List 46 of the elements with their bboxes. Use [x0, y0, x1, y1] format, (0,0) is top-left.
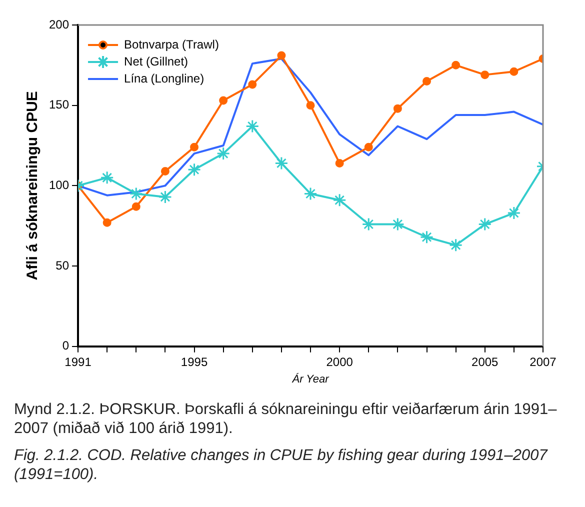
legend-label: Net (Gillnet): [124, 54, 188, 68]
point: [216, 146, 230, 160]
point: [362, 218, 376, 232]
point: [364, 142, 373, 152]
point: [420, 230, 434, 244]
point: [100, 170, 114, 184]
x-axis-title: Ár Year: [291, 372, 330, 386]
legend-label: Lína (Longline): [124, 71, 204, 86]
x-tick-label: 2000: [326, 354, 354, 369]
point: [510, 67, 518, 76]
point: [449, 238, 463, 252]
y-tick-label: 150: [48, 98, 70, 112]
caption: Fig. 2.1.2. COD. Relative changes in CPUE by fishing gear during 1991–2007 (1991=100).: [14, 446, 549, 484]
point: [306, 101, 315, 110]
x-tick-label: 2007: [530, 354, 557, 369]
y-tick-label: 100: [48, 178, 70, 192]
point: [248, 80, 257, 89]
point: [246, 119, 260, 133]
point: [304, 186, 318, 200]
point: [129, 186, 143, 200]
y-tick-label: 50: [56, 258, 70, 272]
point: [480, 70, 490, 80]
x-tick-label: 1991: [64, 354, 92, 369]
legend-label: Botnvarpa (Trawl): [124, 37, 219, 52]
x-tick-label: 1995: [180, 354, 208, 369]
point: [188, 162, 202, 176]
point: [219, 96, 228, 105]
point: [335, 158, 344, 168]
point: [393, 104, 402, 113]
y-tick-label: 0: [62, 338, 70, 353]
point: [132, 202, 140, 211]
point: [332, 193, 346, 207]
text: Mynd 2.1.2. ÞORSKUR. Þorskafli á sóknareiningu eftir veiðarfærum árin 1991–2007 (miðað við 100 árið 1991).: [14, 400, 558, 438]
point: [158, 190, 172, 204]
point: [190, 142, 199, 152]
point: [507, 206, 521, 220]
point: [160, 166, 170, 176]
point: [274, 156, 288, 170]
point: [452, 60, 460, 70]
point: [277, 51, 286, 60]
point: [422, 76, 432, 86]
y-axis-title: Afli á sóknareiningu CPUE: [24, 91, 42, 280]
point: [102, 218, 112, 227]
point: [478, 218, 492, 232]
x-tick-label: 2005: [472, 354, 499, 369]
y-tick-label: 200: [48, 17, 70, 32]
